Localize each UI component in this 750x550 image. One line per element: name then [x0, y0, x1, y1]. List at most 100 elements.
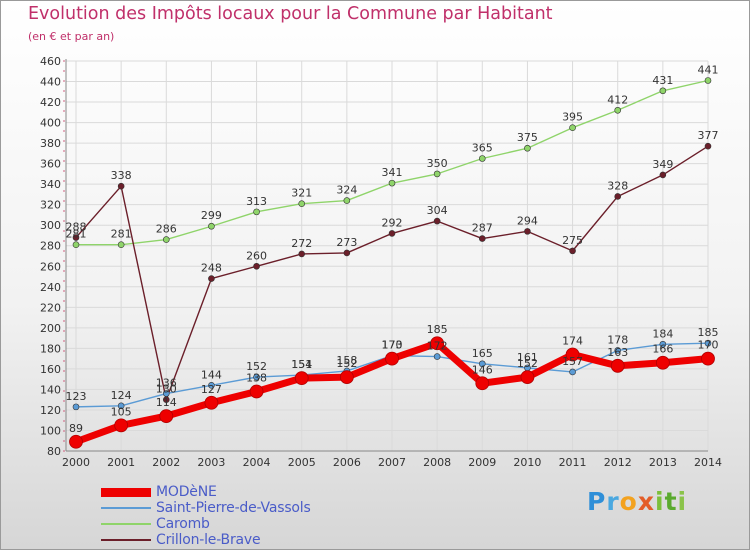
proxiti-logo: Proxiti [587, 487, 688, 516]
data-label: 178 [607, 333, 628, 346]
data-point [253, 373, 260, 381]
data-label: 395 [562, 111, 583, 124]
data-label: 294 [517, 214, 538, 227]
data-label: 151 [291, 358, 312, 371]
legend-swatch [101, 487, 151, 497]
data-label: 441 [698, 64, 719, 77]
x-tick-label: 2010 [513, 456, 541, 469]
legend-item-modene: MODèNE [101, 484, 217, 500]
data-label: 154 [291, 358, 312, 371]
data-point [72, 403, 80, 411]
data-label: 350 [427, 157, 448, 170]
data-point [433, 217, 441, 225]
data-point [704, 339, 712, 347]
chart-subtitle: (en € et par an) [28, 30, 115, 43]
x-tick-label: 2011 [559, 456, 587, 469]
data-label: 365 [472, 142, 493, 155]
data-point [659, 171, 667, 179]
y-tick-label: 100 [40, 424, 61, 437]
data-point [72, 234, 80, 241]
data-point [208, 222, 215, 230]
data-point [343, 249, 351, 257]
y-tick-label: 440 [40, 76, 61, 89]
legend-label: MODèNE [156, 484, 217, 500]
series-layer [69, 77, 715, 449]
legend-label: Caromb [156, 516, 210, 532]
x-tick-label: 2004 [243, 456, 271, 469]
x-tick-label: 2009 [468, 456, 496, 469]
data-point [524, 228, 531, 235]
data-point [385, 351, 399, 366]
y-tick-label: 400 [40, 117, 61, 130]
y-tick-label: 380 [40, 137, 61, 150]
data-label: 157 [562, 355, 583, 368]
data-point [69, 434, 83, 449]
y-tick-label: 280 [40, 240, 61, 253]
x-tick-label: 2005 [288, 456, 316, 469]
data-label: 341 [382, 166, 403, 179]
data-label: 170 [698, 339, 719, 352]
data-label: 152 [336, 357, 357, 370]
data-point [701, 351, 715, 366]
data-label: 321 [291, 187, 312, 200]
data-label: 174 [562, 335, 583, 348]
y-tick-label: 180 [40, 342, 61, 355]
data-point [294, 371, 309, 386]
data-label: 272 [291, 237, 312, 250]
y-tick-label: 120 [40, 404, 61, 417]
data-point [117, 241, 125, 249]
data-label: 349 [652, 158, 673, 171]
x-tick-label: 2012 [604, 456, 632, 469]
data-point [475, 376, 490, 391]
data-label: 275 [562, 234, 583, 247]
data-point [610, 358, 625, 373]
data-point [659, 340, 667, 348]
data-label: 281 [66, 228, 87, 241]
y-tick-label: 320 [40, 199, 61, 212]
data-label: 184 [652, 327, 673, 340]
x-tick-label: 2002 [152, 456, 180, 469]
data-point [298, 250, 306, 258]
data-point [388, 179, 396, 187]
data-point [343, 197, 351, 204]
data-label: 124 [111, 389, 132, 402]
data-label: 185 [698, 326, 719, 339]
x-tick-label: 2013 [649, 456, 677, 469]
data-point [520, 370, 535, 385]
data-point [72, 241, 80, 249]
data-label: 136 [156, 377, 177, 390]
data-point [565, 347, 580, 362]
data-label: 146 [472, 363, 493, 376]
legend-item-caromb: Caromb [101, 516, 210, 532]
data-label: 412 [607, 93, 628, 106]
legend-label: Saint-Pierre-de-Vassols [156, 500, 311, 516]
chart-title: Evolution des Impôts locaux pour la Comm… [28, 4, 553, 24]
x-tick-label: 2006 [333, 456, 361, 469]
data-label: 260 [246, 249, 267, 262]
legend-label: Crillon-le-Brave [156, 532, 261, 548]
data-label: 431 [652, 74, 673, 87]
data-label: 165 [472, 347, 493, 360]
data-label: 338 [111, 169, 132, 182]
y-tick-label: 160 [40, 363, 61, 376]
x-tick-label: 2007 [378, 456, 406, 469]
data-label: 170 [382, 339, 403, 352]
data-label: 273 [336, 236, 357, 249]
x-tick-label: 2008 [423, 456, 451, 469]
y-tick-label: 260 [40, 260, 61, 273]
legend-swatch [101, 523, 151, 525]
data-point [569, 124, 576, 132]
data-label: 105 [111, 405, 132, 418]
data-label: 152 [517, 357, 538, 370]
data-point [524, 144, 531, 152]
data-label: 313 [246, 195, 267, 208]
y-tick-label: 220 [40, 301, 61, 314]
data-label: 292 [382, 216, 403, 229]
data-point [614, 193, 622, 200]
y-tick-label: 420 [40, 96, 61, 109]
data-point [433, 353, 441, 360]
data-label: 89 [69, 422, 83, 435]
legend-swatch [101, 507, 151, 509]
